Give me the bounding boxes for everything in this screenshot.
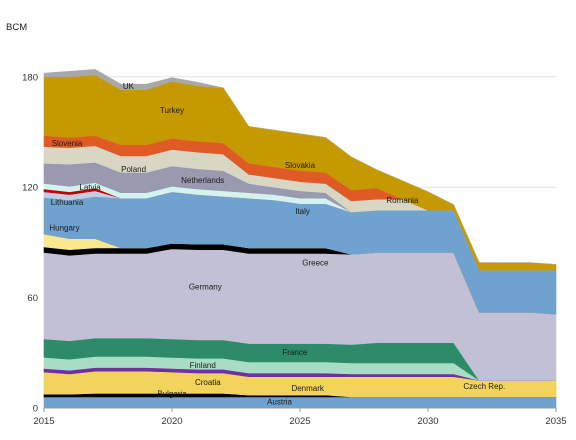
label-bulgaria: Bulgaria (157, 389, 187, 398)
label-italy: Italy (295, 207, 310, 216)
label-latvia: Latvia (79, 183, 101, 192)
label-germany: Germany (189, 283, 222, 292)
y-tick-label-180: 180 (22, 72, 38, 83)
y-tick-label-120: 120 (22, 183, 38, 194)
area-uk (43, 69, 557, 265)
label-netherlands: Netherlands (181, 176, 224, 185)
x-tick-label-2035: 2035 (545, 416, 566, 427)
label-austria: Austria (267, 398, 292, 407)
axes: 2015 2020 2025 2030 2035 0 60 120 180 (22, 72, 566, 427)
label-slovenia: Slovenia (52, 139, 83, 148)
label-turkey: Turkey (160, 106, 184, 115)
series-labels: Austria Bulgaria Czech Rep. Croatia Denmark F… (49, 82, 505, 407)
label-croatia: Croatia (195, 378, 221, 387)
label-denmark: Denmark (291, 384, 324, 393)
label-slovakia: Slovakia (285, 161, 316, 170)
label-hungary: Hungary (49, 224, 79, 233)
label-romania: Romania (386, 196, 419, 205)
label-greece: Greece (302, 259, 329, 268)
y-axis-label: BCM (6, 22, 27, 33)
label-france: France (282, 348, 307, 357)
label-finland: Finland (190, 361, 216, 370)
label-poland: Poland (121, 165, 146, 174)
label-uk: UK (123, 82, 135, 91)
y-tick-label-60: 60 (27, 293, 38, 304)
series-areas (43, 69, 557, 409)
x-tick-label-2020: 2020 (161, 416, 182, 427)
area-austria (43, 396, 557, 409)
label-czech-rep: Czech Rep. (463, 382, 505, 391)
y-tick-label-0: 0 (33, 404, 38, 415)
x-tick-label-2030: 2030 (417, 416, 438, 427)
x-tick-label-2025: 2025 (289, 416, 310, 427)
x-tick-label-2015: 2015 (33, 416, 54, 427)
label-lithuania: Lithuania (51, 198, 84, 207)
